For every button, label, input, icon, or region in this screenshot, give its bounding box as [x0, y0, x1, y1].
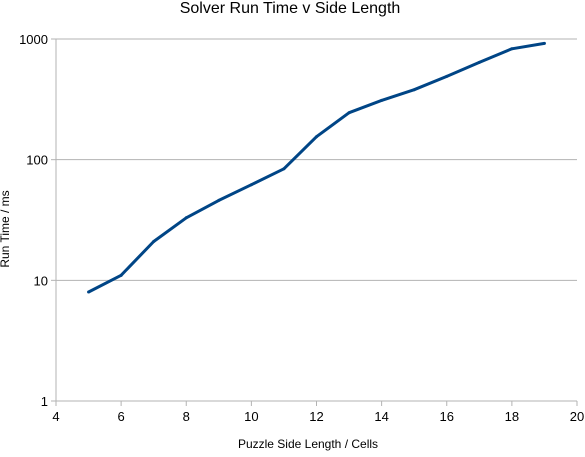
y-axis-label: Run Time / ms: [0, 190, 12, 267]
y-tick-label: 10: [34, 273, 48, 288]
data-point: [217, 198, 221, 202]
data-point: [412, 88, 416, 92]
x-tick-label: 12: [309, 409, 323, 424]
data-point: [510, 47, 514, 51]
x-tick-label: 18: [505, 409, 519, 424]
chart-title: Solver Run Time v Side Length: [180, 0, 401, 17]
y-tick-label: 1: [41, 394, 48, 409]
data-point: [380, 98, 384, 102]
series-line: [87, 41, 545, 294]
x-tick-label: 6: [118, 409, 125, 424]
tick-labels: 1 10 100 1000 4 6 8 10 12 14 16 18 20: [19, 32, 584, 424]
x-tick-label: 8: [183, 409, 190, 424]
data-point: [445, 74, 449, 78]
data-point: [249, 183, 253, 187]
data-point: [119, 273, 123, 277]
x-tick-label: 10: [244, 409, 258, 424]
data-point: [184, 216, 188, 220]
data-point: [152, 239, 156, 243]
y-tick-label: 1000: [19, 32, 48, 47]
data-point: [315, 135, 318, 139]
series-layer: [87, 41, 546, 294]
axes: [51, 38, 578, 406]
data-point: [347, 111, 351, 115]
data-point: [542, 41, 546, 45]
x-tick-label: 14: [374, 409, 388, 424]
x-tick-label: 16: [440, 409, 454, 424]
gridlines: [56, 38, 577, 402]
y-tick-label: 100: [26, 153, 48, 168]
x-tick-label: 4: [52, 409, 59, 424]
x-tick-label: 20: [570, 409, 584, 424]
x-axis-label: Puzzle Side Length / Cells: [238, 437, 378, 451]
data-point: [87, 290, 91, 294]
data-point: [477, 60, 481, 64]
data-point: [282, 167, 286, 171]
